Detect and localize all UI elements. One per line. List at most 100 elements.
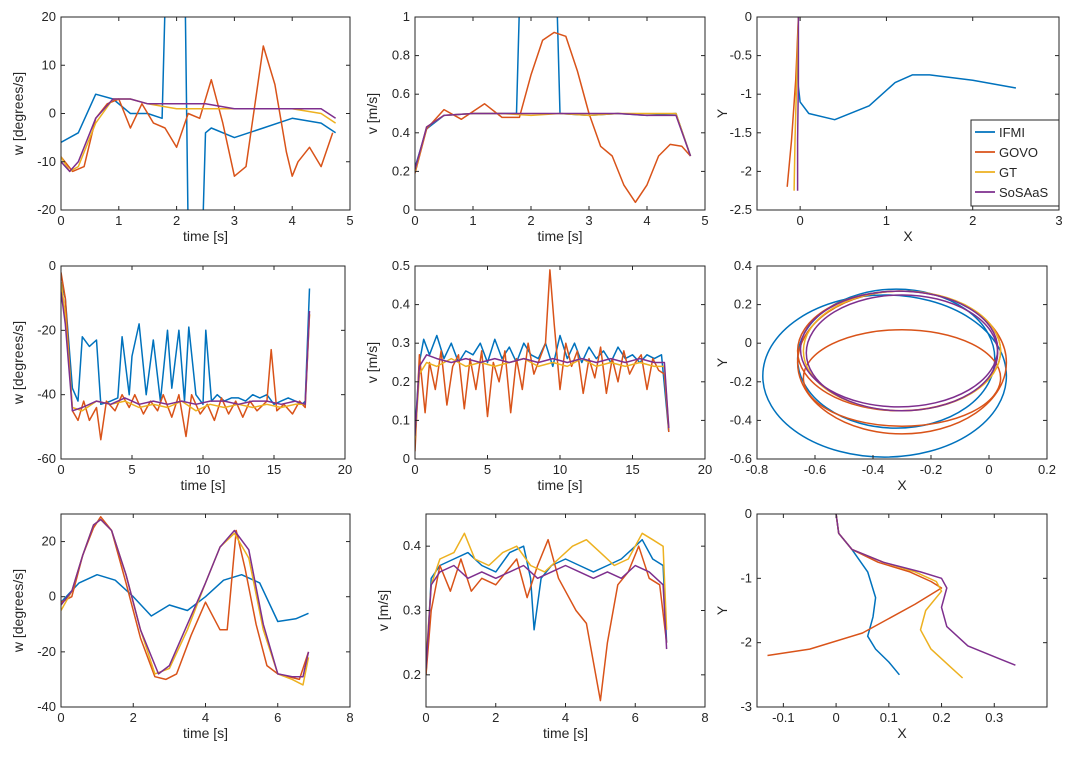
series-line-ifmi [61,573,309,623]
series-line-sosaas [61,98,337,173]
y-axis-label: w [degrees/s] [10,569,26,653]
y-tick-label: -2 [740,635,752,650]
subplot-2: 0 1 2 3 4 5 0 0.2 0.4 0.6 0.8 1 time [s] v [m/s] [364,9,709,244]
x-tick-label: 2 [527,213,534,228]
series-loop-sosaas [799,290,999,408]
y-tick-label: -2 [740,163,752,178]
y-tick-label: -10 [37,154,56,169]
x-tick-label: 4 [643,213,650,228]
y-tick-label: 0.4 [734,258,752,273]
series-line-sosaas [426,564,668,669]
series-line-gt [835,514,964,679]
y-tick-label: 0.4 [392,297,410,312]
plot-area [762,288,1008,458]
y-axis-label: v [m/s] [364,93,380,134]
axes-box [60,265,346,460]
axes-box [414,16,706,211]
x-axis-label: time [s] [180,477,225,493]
x-axis-label: time [s] [543,725,588,741]
series-line-ifmi [426,538,668,675]
plot-area [426,532,668,702]
subplot-3: 0 1 2 3 -2.5 -2 -1.5 -1 -0.5 0 X Y [714,9,1063,244]
y-tick-label: 0.3 [403,603,421,618]
y-tick-label: 0.2 [392,163,410,178]
y-tick-label: 0 [49,258,56,273]
y-tick-label: -3 [740,699,752,714]
series-line-ifmi [796,17,1017,121]
x-tick-label: 8 [346,710,353,725]
x-axis-label: X [897,477,907,493]
y-axis-label: Y [714,108,730,118]
series-line-gt [415,357,670,440]
x-axis-label: time [s] [537,228,582,244]
x-tick-label: 5 [701,213,708,228]
x-tick-label: 2 [492,710,499,725]
y-tick-label: 10 [42,57,56,72]
x-axis-label: time [s] [183,228,228,244]
y-tick-label: 1 [403,9,410,24]
plot-area [415,17,692,204]
x-tick-label: 0 [57,710,64,725]
x-tick-label: 2 [173,213,180,228]
plot-area [786,17,1017,191]
x-tick-label: 4 [562,710,569,725]
y-tick-label: -1.5 [730,125,752,140]
series-line-govo [426,538,668,702]
series-line-govo [61,272,311,441]
subplot-5: 0 5 10 15 20 0 0.1 0.2 0.3 0.4 0.5 time [s] v [m/s] [364,258,712,493]
x-tick-label: 15 [267,462,281,477]
legend-label-sosaas: SoSAaS [999,185,1048,200]
plot-area [61,17,337,210]
y-tick-label: 0 [49,589,56,604]
series-loop-ifmi [762,294,1008,458]
y-tick-label: 0.4 [392,125,410,140]
y-tick-label: -40 [37,699,56,714]
series-loop-sosaas [805,294,999,412]
x-tick-label: 0.3 [985,710,1003,725]
x-tick-label: 0 [832,710,839,725]
x-tick-label: 8 [701,710,708,725]
y-tick-label: 20 [42,534,56,549]
y-tick-label: -1 [740,570,752,585]
x-tick-label: 1 [469,213,476,228]
y-tick-label: 0.4 [403,538,421,553]
plot-area [415,269,670,452]
x-tick-label: 0 [985,462,992,477]
x-tick-label: 0.2 [933,710,951,725]
axes-box [60,513,351,708]
x-axis-label: X [903,228,913,244]
y-tick-label: -1 [740,86,752,101]
y-tick-label: -60 [37,451,56,466]
series-line-sosaas [835,514,1016,666]
x-tick-label: -0.4 [862,462,884,477]
x-tick-label: 5 [484,462,491,477]
x-axis-label: time [s] [537,477,582,493]
subplot-1: 0 1 2 3 4 5 -20 -10 0 10 20 time [s] w [degrees/s] [10,9,354,244]
y-tick-label: 0 [745,335,752,350]
y-tick-label: 0.6 [392,86,410,101]
series-line-gt [415,112,692,172]
x-tick-label: 0 [411,213,418,228]
x-tick-label: -0.6 [804,462,826,477]
series-line-govo [415,31,692,204]
series-line-ifmi [415,334,670,433]
y-tick-label: -2.5 [730,202,752,217]
series-line-sosaas [415,354,670,436]
series-line-ifmi [61,17,337,210]
subplot-8: 0 2 4 6 8 0.2 0.3 0.4 time [s] v [m/s] [375,513,709,741]
y-tick-label: 0 [49,106,56,121]
y-tick-label: 0 [403,202,410,217]
y-tick-label: 0 [403,451,410,466]
x-tick-label: 5 [346,213,353,228]
x-tick-label: 3 [231,213,238,228]
subplot-9: -0.1 0 0.1 0.2 0.3 -3 -2 -1 0 X Y [714,506,1048,741]
axes-box [60,16,351,211]
x-axis-label: X [897,725,907,741]
y-tick-label: -20 [37,322,56,337]
legend-label-ifmi: IFMI [999,125,1025,140]
x-tick-label: 0 [411,462,418,477]
x-tick-label: 15 [625,462,639,477]
x-tick-label: 5 [128,462,135,477]
y-axis-label: w [degrees/s] [10,321,26,405]
